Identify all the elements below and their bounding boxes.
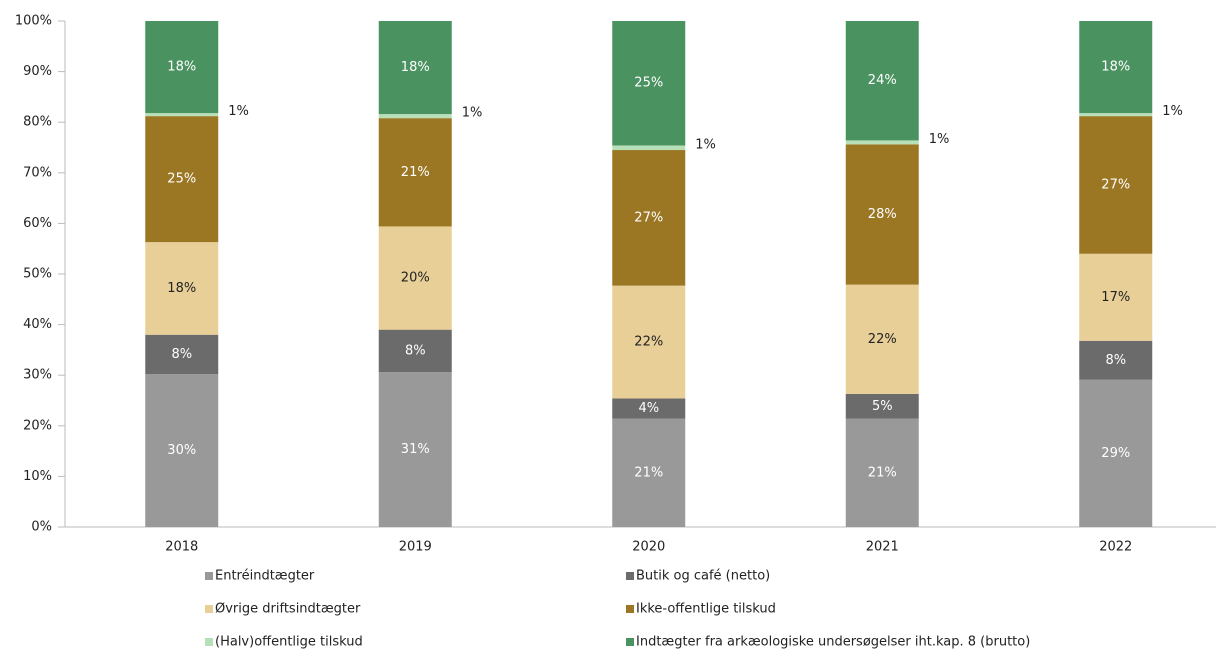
- y-tick-label: 40%: [23, 317, 52, 332]
- bar-segment: [845, 284, 919, 394]
- x-tick-label: 2022: [1099, 540, 1132, 555]
- legend-label: Øvrige driftsindtægter: [215, 602, 361, 617]
- legend-swatch: [205, 572, 213, 580]
- bar-segment: [612, 398, 686, 419]
- data-label: 1%: [929, 132, 950, 147]
- x-tick-label: 2020: [632, 540, 665, 555]
- legend-label: Ikke-offentlige tilskud: [636, 602, 776, 617]
- y-tick-label: 0%: [31, 520, 52, 535]
- data-label: 22%: [868, 332, 897, 347]
- data-label: 8%: [1105, 353, 1126, 368]
- data-label: 29%: [1101, 446, 1130, 461]
- y-tick-label: 70%: [23, 165, 52, 180]
- data-label: 18%: [167, 60, 196, 75]
- x-tick-label: 2021: [866, 540, 899, 555]
- bar-segment: [845, 140, 919, 145]
- y-tick-label: 80%: [23, 115, 52, 130]
- data-label: 25%: [634, 76, 663, 91]
- data-label: 21%: [634, 465, 663, 480]
- data-label: 8%: [405, 343, 426, 358]
- data-label: 5%: [872, 399, 893, 414]
- bar-segment: [145, 242, 219, 335]
- bar-segment: [1079, 379, 1153, 527]
- data-label: 21%: [868, 465, 897, 480]
- data-label: 4%: [638, 401, 659, 416]
- bar-segment: [612, 21, 686, 146]
- data-label: 21%: [401, 165, 430, 180]
- y-tick-label: 100%: [15, 14, 52, 29]
- legend-label: Entréindtægter: [215, 569, 315, 584]
- data-label: 28%: [868, 207, 897, 222]
- data-label: 1%: [695, 137, 716, 152]
- data-label: 27%: [634, 210, 663, 225]
- legend-label: Butik og café (netto): [636, 569, 770, 584]
- legend-swatch: [626, 638, 634, 646]
- bar-segment: [845, 418, 919, 527]
- data-label: 25%: [167, 172, 196, 187]
- legend-swatch: [626, 605, 634, 613]
- bar-segment: [845, 144, 919, 285]
- bar-segment: [145, 116, 219, 243]
- y-tick-label: 30%: [23, 368, 52, 383]
- data-label: 17%: [1101, 290, 1130, 305]
- bar-segment: [378, 372, 452, 527]
- bar-segment: [145, 113, 219, 117]
- y-tick-label: 60%: [23, 216, 52, 231]
- bar-segment: [145, 334, 219, 375]
- bar-segment: [1079, 340, 1153, 380]
- bar-segment: [612, 150, 686, 286]
- x-tick-label: 2019: [399, 540, 432, 555]
- data-label: 1%: [228, 104, 249, 119]
- bar-segment: [378, 226, 452, 330]
- bar-segment: [378, 21, 452, 115]
- bar-segment: [145, 374, 219, 527]
- bar-segment: [378, 114, 452, 119]
- data-label: 27%: [1101, 177, 1130, 192]
- bar-segment: [1079, 116, 1153, 254]
- data-label: 24%: [868, 73, 897, 88]
- data-label: 8%: [171, 347, 192, 362]
- x-tick-label: 2018: [165, 540, 198, 555]
- data-label: 18%: [167, 281, 196, 296]
- bar-segment: [845, 21, 919, 141]
- legend-swatch: [205, 605, 213, 613]
- bar-segment: [612, 418, 686, 527]
- data-label: 31%: [401, 442, 430, 457]
- legend-swatch: [626, 572, 634, 580]
- bar-segment: [845, 393, 919, 419]
- bar-segment: [378, 329, 452, 373]
- legend-swatch: [205, 638, 213, 646]
- legend-label: Indtægter fra arkæologiske undersøgelser…: [636, 635, 1030, 650]
- bar-segment: [145, 21, 219, 114]
- data-label: 30%: [167, 443, 196, 458]
- y-tick-label: 20%: [23, 418, 52, 433]
- y-tick-label: 90%: [23, 64, 52, 79]
- bar-segment: [1079, 253, 1153, 341]
- data-label: 22%: [634, 335, 663, 350]
- y-tick-label: 50%: [23, 267, 52, 282]
- data-label: 18%: [401, 60, 430, 75]
- legend-label: (Halv)offentlige tilskud: [215, 635, 363, 650]
- data-label: 18%: [1101, 60, 1130, 75]
- bar-segment: [1079, 113, 1153, 117]
- y-tick-label: 10%: [23, 469, 52, 484]
- data-label: 20%: [401, 271, 430, 286]
- data-label: 1%: [462, 106, 483, 121]
- bar-segment: [378, 118, 452, 227]
- bar-segment: [612, 145, 686, 151]
- bar-segment: [1079, 21, 1153, 114]
- data-label: 1%: [1162, 104, 1183, 119]
- bar-segment: [612, 285, 686, 399]
